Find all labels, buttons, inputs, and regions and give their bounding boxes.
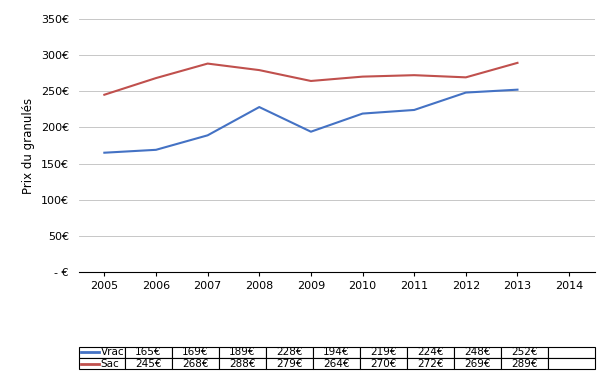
Text: 270€: 270€ [370,359,397,369]
FancyBboxPatch shape [454,347,501,358]
FancyBboxPatch shape [219,347,266,358]
FancyBboxPatch shape [313,358,360,369]
Y-axis label: Prix du granulés: Prix du granulés [22,97,35,194]
Text: 194€: 194€ [323,348,350,357]
FancyBboxPatch shape [266,358,313,369]
FancyBboxPatch shape [79,358,125,369]
Text: 169€: 169€ [182,348,209,357]
Text: 189€: 189€ [230,348,255,357]
Text: 264€: 264€ [323,359,350,369]
FancyBboxPatch shape [407,347,454,358]
Text: 269€: 269€ [464,359,490,369]
Text: 248€: 248€ [464,348,490,357]
FancyBboxPatch shape [79,347,125,358]
Text: 279€: 279€ [276,359,303,369]
FancyBboxPatch shape [125,358,172,369]
Text: 288€: 288€ [230,359,255,369]
Text: 219€: 219€ [370,348,397,357]
FancyBboxPatch shape [219,358,266,369]
FancyBboxPatch shape [501,358,548,369]
Text: 252€: 252€ [511,348,538,357]
FancyBboxPatch shape [172,358,219,369]
Text: Sac: Sac [101,359,120,369]
Text: 272€: 272€ [417,359,444,369]
FancyBboxPatch shape [501,347,548,358]
FancyBboxPatch shape [172,347,219,358]
FancyBboxPatch shape [266,347,313,358]
Text: 224€: 224€ [417,348,444,357]
FancyBboxPatch shape [360,347,407,358]
FancyBboxPatch shape [360,358,407,369]
FancyBboxPatch shape [407,358,454,369]
Text: 289€: 289€ [511,359,538,369]
FancyBboxPatch shape [313,347,360,358]
FancyBboxPatch shape [548,358,595,369]
FancyBboxPatch shape [454,358,501,369]
Text: 228€: 228€ [276,348,303,357]
FancyBboxPatch shape [548,347,595,358]
Text: 165€: 165€ [135,348,162,357]
Text: Vrac: Vrac [101,348,124,357]
FancyBboxPatch shape [125,347,172,358]
Text: 268€: 268€ [182,359,209,369]
Text: 245€: 245€ [135,359,162,369]
